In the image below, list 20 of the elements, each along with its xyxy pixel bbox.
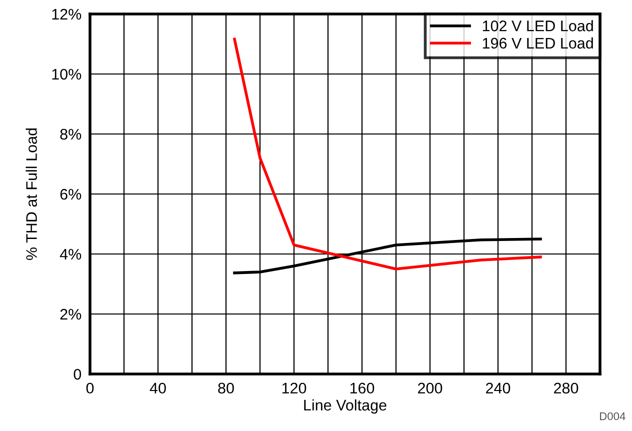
y-tick-label: 8% (60, 128, 82, 140)
y-tick-label: 2% (60, 308, 82, 320)
x-axis-title: Line Voltage (304, 399, 386, 414)
x-tick-label: 120 (282, 382, 306, 394)
x-tick-label: 0 (86, 382, 94, 394)
y-tick-label: 0 (74, 368, 82, 380)
x-tick-label: 240 (486, 382, 510, 394)
legend-label: 102 V LED Load (482, 20, 593, 32)
legend-label: 196 V LED Load (482, 37, 593, 49)
text: D004 (600, 412, 626, 420)
x-tick-label: 280 (554, 382, 578, 394)
x-tick-label: 40 (150, 382, 166, 394)
y-tick-label: 6% (60, 188, 82, 200)
x-tick-label: 200 (418, 382, 442, 394)
x-tick-label: 80 (218, 382, 234, 394)
y-tick-label: 10% (52, 68, 82, 80)
y-tick-label: 12% (52, 8, 82, 20)
x-tick-label: 160 (350, 382, 374, 394)
y-axis-title: % THD at Full Load (26, 128, 37, 260)
y-tick-label: 4% (60, 248, 82, 260)
